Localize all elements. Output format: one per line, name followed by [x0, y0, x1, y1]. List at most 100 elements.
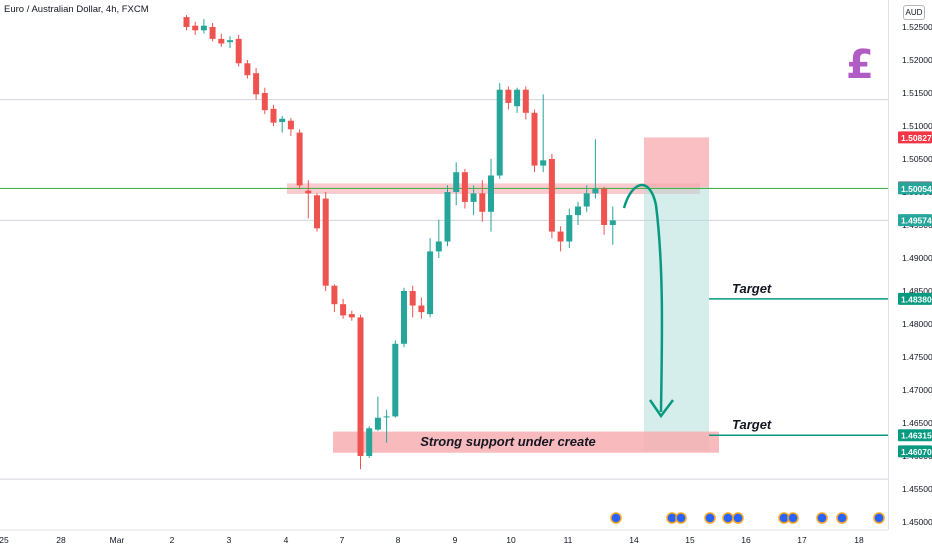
time-tick-label: 8 — [396, 535, 401, 545]
candle-body — [305, 190, 312, 194]
candle-body — [218, 38, 225, 44]
target-label: Target — [732, 417, 772, 432]
price-label-box — [898, 214, 932, 227]
price-label-box — [898, 182, 932, 195]
candle-body — [340, 304, 347, 316]
support-zone — [333, 431, 719, 453]
candle-body — [253, 73, 260, 95]
candle-body — [427, 251, 434, 315]
time-tick-label: 28 — [56, 535, 66, 545]
candle-body — [279, 118, 286, 123]
candle-body — [409, 291, 416, 306]
projection-arrow — [622, 183, 664, 413]
time-tick-label: 11 — [564, 535, 573, 545]
time-tick-label: 4 — [284, 535, 289, 545]
price-tick-label: 1.48000 — [902, 319, 932, 329]
candle-body — [470, 193, 477, 202]
event-marker-icon — [836, 512, 848, 524]
candle-body — [609, 220, 616, 225]
candle-body — [461, 172, 468, 202]
candle-body — [401, 291, 407, 344]
candle-body — [322, 198, 329, 286]
candle-body — [540, 160, 547, 166]
time-tick-label: 18 — [854, 535, 864, 545]
stop-loss-zone — [644, 137, 709, 188]
candle-body — [183, 17, 190, 27]
price-tick-label: 1.49000 — [902, 253, 932, 263]
time-tick-label: 14 — [629, 535, 639, 545]
candle-body — [575, 206, 581, 216]
time-tick-label: 9 — [453, 535, 458, 545]
time-tick-label: 17 — [797, 535, 807, 545]
price-tick-label: 1.51500 — [902, 88, 932, 98]
candle-body — [383, 416, 390, 418]
price-label-text: 1.50827 — [901, 133, 932, 143]
time-tick-label: Mar — [110, 535, 125, 545]
candle-body — [392, 343, 399, 417]
candle-body — [583, 193, 590, 207]
candle-body — [488, 175, 494, 212]
price-label-text: 1.46315 — [901, 431, 932, 441]
event-marker-icon — [675, 512, 687, 524]
price-label-text: 1.50054 — [901, 184, 932, 194]
candle-body — [348, 314, 355, 318]
price-axis-separator — [888, 0, 889, 530]
price-tick-label: 1.47500 — [902, 352, 932, 362]
candle-body — [192, 25, 199, 31]
price-tick-label: 1.51000 — [902, 121, 932, 131]
candle-body — [270, 108, 277, 123]
candle-body — [435, 241, 442, 252]
price-tick-label: 1.45500 — [902, 484, 932, 494]
support-zone-label: Strong support under create — [420, 434, 596, 449]
candle-body — [314, 195, 320, 229]
symbol-title: Euro / Australian Dollar, 4h, FXCM — [4, 4, 149, 15]
event-marker-icon — [873, 512, 885, 524]
price-label-box — [898, 429, 932, 442]
candle-body — [200, 25, 207, 31]
price-tick-label: 1.52000 — [902, 55, 932, 65]
candle-body — [331, 285, 338, 305]
time-tick-label: 15 — [685, 535, 695, 545]
time-tick-label: 25 — [0, 535, 9, 545]
price-tick-label: 1.52500 — [902, 22, 932, 32]
candle-body — [244, 63, 251, 76]
candle-body — [374, 417, 381, 430]
candle-body — [548, 159, 555, 232]
price-label-box — [898, 131, 932, 144]
candle-body — [235, 38, 242, 64]
price-tick-label: 1.48500 — [902, 286, 932, 296]
event-marker-icon — [787, 512, 799, 524]
event-marker-icon — [704, 512, 716, 524]
time-tick-label: 16 — [741, 535, 751, 545]
time-tick-label: 2 — [170, 535, 175, 545]
event-marker-icon — [732, 512, 744, 524]
target-label: Target — [732, 281, 772, 296]
candle-body — [505, 89, 512, 103]
price-tick-label: 1.45000 — [902, 517, 932, 527]
candle-body — [479, 193, 486, 212]
event-marker-icon — [722, 512, 734, 524]
candle-body — [453, 172, 460, 192]
candle-body — [514, 89, 521, 107]
event-marker-icon — [816, 512, 828, 524]
candle-body — [261, 93, 268, 111]
price-tick-label: 1.46500 — [902, 418, 932, 428]
event-marker-icon — [610, 512, 622, 524]
candle-body — [496, 89, 503, 176]
candle-body — [357, 317, 364, 456]
price-label-text: 1.49574 — [901, 216, 932, 226]
price-tick-label: 1.47000 — [902, 385, 932, 395]
currency-button[interactable]: AUD — [903, 5, 925, 20]
candle-body — [601, 188, 608, 225]
price-label-text: 1.48380 — [901, 294, 932, 304]
projection-arrowhead — [648, 399, 674, 419]
time-tick-label: 7 — [340, 535, 345, 545]
pound-logo: £ — [846, 42, 874, 88]
candle-body — [366, 428, 373, 456]
price-label-box — [898, 445, 932, 458]
candle-body — [287, 120, 294, 130]
profit-zone — [644, 187, 709, 452]
candle-body — [531, 112, 538, 166]
